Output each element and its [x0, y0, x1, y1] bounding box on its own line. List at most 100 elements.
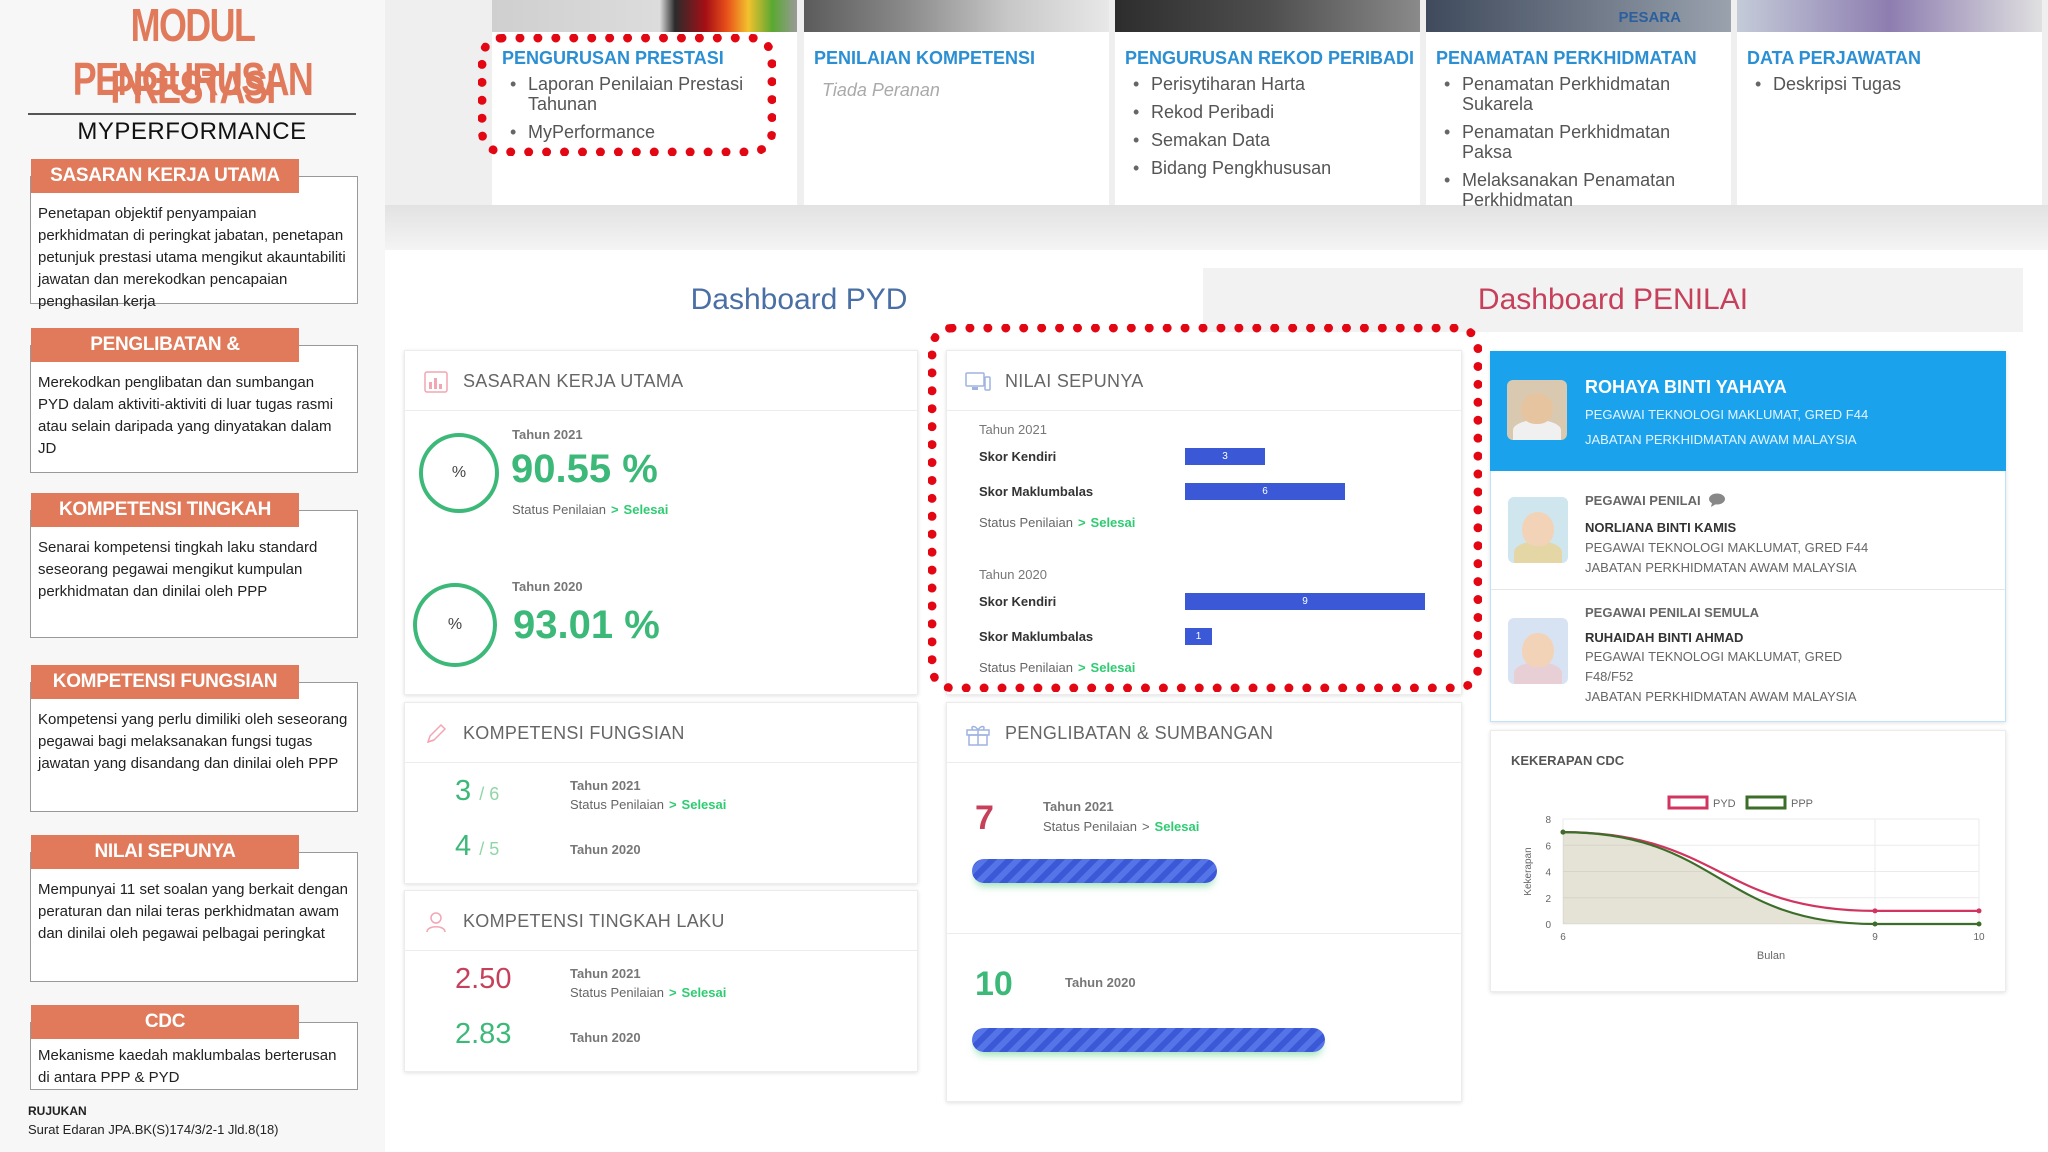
profile-department: JABATAN PERKHIDMATAN AWAM MALAYSIA [1585, 432, 1857, 447]
status-value: Selesai [1090, 515, 1136, 530]
reference-label: RUJUKAN [28, 1104, 87, 1118]
module-title[interactable]: PENAMATAN PERKHIDMATAN [1436, 48, 1697, 68]
sku-score-2021: 90.55 % [511, 447, 658, 491]
score-label: Skor Maklumbalas [979, 484, 1094, 499]
status-value: Selesai [1154, 819, 1200, 834]
module-link[interactable]: Laporan Penilaian Prestasi Tahunan [506, 74, 789, 114]
card-header: KOMPETENSI FUNGSIAN [405, 703, 917, 763]
y-tick-label: 6 [1545, 841, 1551, 852]
y-tick-label: 0 [1545, 920, 1551, 931]
status-arrow: > [668, 797, 677, 812]
info-box-fungsian: KOMPETENSI FUNGSIAN Kompetensi yang perl… [30, 665, 358, 812]
status-line: Status Penilaian > Selesai [570, 985, 726, 1000]
info-panel: MODUL PENGURUSAN PRESTASI MYPERFORMANCE … [0, 0, 385, 1152]
chat-icon[interactable] [1708, 493, 1726, 507]
year-label: Tahun 2020 [979, 567, 1047, 582]
reference-text: Surat Edaran JPA.BK(S)174/3/2-1 Jld.8(18… [28, 1122, 279, 1137]
status-label: Status Penilaian [979, 515, 1073, 530]
score-value: 4 [455, 830, 472, 862]
info-box-text: Mempunyai 11 set soalan yang berkait den… [38, 881, 348, 942]
x-axis-label: Bulan [1757, 950, 1785, 962]
penilai-semula-role: PEGAWAI PENILAI SEMULA [1585, 605, 1760, 620]
score-label: Skor Kendiri [979, 449, 1057, 464]
info-box-text: Mekanisme kaedah maklumbalas berterusan … [38, 1047, 337, 1086]
status-value: Selesai [623, 502, 669, 517]
score-bar-kendiri-2021: 3 [1185, 448, 1265, 465]
x-tick-label: 9 [1872, 932, 1878, 943]
year-label: Tahun 2020 [570, 1030, 641, 1045]
card-title: PENGLIBATAN & SUMBANGAN [1005, 723, 1274, 743]
card-title: SASARAN KERJA UTAMA [463, 371, 684, 391]
card-title: NILAI SEPUNYA [1005, 371, 1144, 391]
module-title[interactable]: PENILAIAN KOMPETENSI [814, 48, 1036, 68]
status-label: Status Penilaian [570, 797, 664, 812]
gift-icon [965, 723, 991, 746]
module-link[interactable]: Bidang Pengkhususan [1129, 158, 1412, 178]
year-label: Tahun 2020 [1065, 975, 1136, 990]
year-label: Tahun 2021 [570, 966, 641, 981]
legend-swatch-pyd [1667, 795, 1709, 810]
module-link[interactable]: Deskripsi Tugas [1751, 74, 2034, 94]
score-total: / 6 [479, 784, 500, 804]
percent-ring: % [413, 583, 497, 667]
module-link-list: Deskripsi Tugas [1751, 74, 2034, 102]
card-kekerapan-cdc: KEKERAPAN CDC 0 2 4 6 8 6 9 10 Bulan Kekerapan PYD… [1490, 730, 2006, 992]
profile-position: PEGAWAI TEKNOLOGI MAKLUMAT, GRED F44 [1585, 407, 1869, 422]
card-header: NILAI SEPUNYA [947, 351, 1461, 411]
card-divider [947, 933, 1461, 934]
year-label: Tahun 2021 [1043, 799, 1114, 814]
module-banner-image [804, 0, 1109, 32]
module-link[interactable]: Rekod Peribadi [1129, 102, 1412, 122]
penglibatan-count-2020: 10 [975, 965, 1013, 1003]
tab-dashboard-penilai[interactable]: Dashboard PENILAI [1203, 268, 2023, 332]
status-arrow: > [668, 985, 677, 1000]
penilai-role-text: PEGAWAI PENILAI [1585, 493, 1701, 508]
module-link[interactable]: Penamatan Perkhidmatan Paksa [1440, 122, 1723, 162]
info-box-heading: CDC [31, 1005, 299, 1039]
avatar [1507, 380, 1567, 440]
user-icon [423, 911, 449, 933]
module-strip-shade [385, 205, 2048, 250]
module-title[interactable]: PENGURUSAN REKOD PERIBADI [1125, 48, 1415, 68]
penilai-position: PEGAWAI TEKNOLOGI MAKLUMAT, GRED F44 [1585, 540, 1869, 555]
card-nilai-sepunya: NILAI SEPUNYA Tahun 2021 Skor Kendiri 3 … [946, 350, 1462, 695]
status-arrow: > [1077, 660, 1086, 675]
year-label: Tahun 2020 [570, 842, 641, 857]
profile-header: ROHAYA BINTI YAHAYA PEGAWAI TEKNOLOGI MA… [1490, 351, 2006, 471]
module-link[interactable]: Semakan Data [1129, 130, 1412, 150]
data-point-ppp [1872, 921, 1878, 927]
cdc-line-chart: 0 2 4 6 8 6 9 10 Bulan Kekerapan PYD PPP [1523, 795, 1985, 962]
status-line: Status Penilaian > Selesai [1043, 819, 1199, 834]
module-pengurusan-prestasi: PENGURUSAN PRESTASI Laporan Penilaian Pr… [492, 0, 797, 205]
year-label: Tahun 2020 [512, 579, 583, 594]
info-box-text: Merekodkan penglibatan dan sumbangan PYD… [38, 374, 334, 457]
module-link[interactable]: Perisytiharan Harta [1129, 74, 1412, 94]
info-box-heading: KOMPETENSI TINGKAH LAKU [31, 493, 299, 554]
y-axis-label: Kekerapan [1523, 847, 1534, 895]
card-kompetensi-tingkah-laku: KOMPETENSI TINGKAH LAKU 2.50 Tahun 2021 … [404, 890, 918, 1072]
info-box-heading: KOMPETENSI FUNGSIAN [31, 665, 299, 699]
card-penglibatan-sumbangan: PENGLIBATAN & SUMBANGAN 7 Tahun 2021 Sta… [946, 702, 1462, 1102]
card-sasaran-kerja-utama: SASARAN KERJA UTAMA Tahun 2021 % 90.55 %… [404, 350, 918, 695]
module-title[interactable]: PENGURUSAN PRESTASI [502, 48, 724, 68]
series-line-pyd [1562, 831, 1979, 912]
info-box-heading: SASARAN KERJA UTAMA (SKU) [31, 159, 299, 220]
data-point-ppp [1560, 829, 1566, 835]
module-link[interactable]: Melaksanakan Penamatan Perkhidmatan [1440, 170, 1723, 210]
module-title[interactable]: DATA PERJAWATAN [1747, 48, 1921, 68]
fungsian-score-2020: 4 / 5 [455, 830, 499, 863]
module-link[interactable]: MyPerformance [506, 122, 789, 142]
status-label: Status Penilaian [512, 502, 606, 517]
module-link-list: Laporan Penilaian Prestasi Tahunan MyPer… [506, 74, 789, 150]
penilai-semula-name: RUHAIDAH BINTI AHMAD [1585, 630, 1744, 645]
module-link[interactable]: Penamatan Perkhidmatan Sukarela [1440, 74, 1723, 114]
tab-dashboard-pyd[interactable]: Dashboard PYD [395, 268, 1203, 332]
module-penilaian-kompetensi: PENILAIAN KOMPETENSI Tiada Peranan [804, 0, 1109, 205]
status-label: Status Penilaian [1043, 819, 1137, 834]
y-tick-label: 4 [1545, 868, 1551, 879]
module-subtitle: MYPERFORMANCE [77, 118, 307, 145]
status-value: Selesai [681, 985, 727, 1000]
status-arrow: > [1141, 819, 1150, 834]
profile-divider [1491, 589, 2005, 590]
